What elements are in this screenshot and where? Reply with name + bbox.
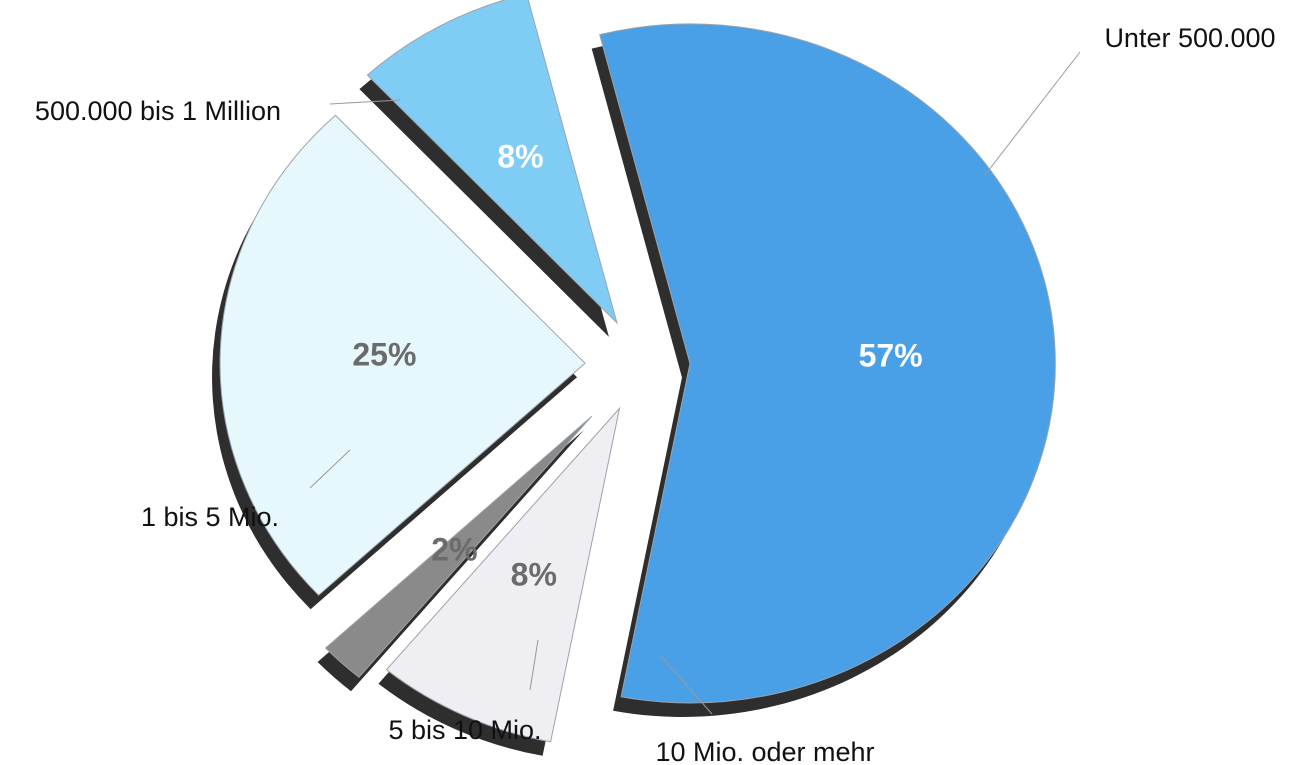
- value-label-1-bis-5-mio: 25%: [352, 337, 416, 373]
- leader-line-5-bis-10-mio: [529, 639, 539, 691]
- category-label-500-000-bis-1-million: 500.000 bis 1 Million: [35, 96, 281, 126]
- value-labels: 57% 8% 2% 25% 8%: [352, 139, 922, 593]
- pie-slice-500-000-bis-1-million: [366, 0, 618, 325]
- pie-slice-1-bis-5-mio: [219, 114, 586, 596]
- value-label-unter-500-000: 57%: [859, 337, 923, 373]
- pie-slice-5-bis-10-mio: [324, 415, 593, 678]
- pie-slices: [219, 0, 1056, 743]
- pie-slice-10-mio-oder-mehr: [385, 406, 621, 743]
- leader-line-500-000-bis-1-million: [329, 99, 401, 105]
- category-labels: Unter 500.000 10 Mio. oder mehr 5 bis 10 M…: [35, 23, 1276, 765]
- category-label-10-mio-oder-mehr: 10 Mio. oder mehr: [655, 737, 874, 765]
- value-label-10-mio-oder-mehr: 8%: [511, 557, 557, 593]
- category-label-1-bis-5-mio: 1 bis 5 Mio.: [141, 502, 279, 532]
- leader-lines: [309, 51, 1081, 715]
- category-label-5-bis-10-mio: 5 bis 10 Mio.: [388, 715, 541, 745]
- value-label-5-bis-10-mio: 2%: [431, 531, 477, 567]
- category-label-unter-500-000: Unter 500.000: [1104, 23, 1275, 53]
- value-label-500-000-bis-1-million: 8%: [497, 139, 543, 175]
- pie-slice-unter-500-000: [599, 23, 1056, 704]
- leader-line-1-bis-5-mio: [309, 449, 351, 489]
- leader-line-unter-500-000: [984, 51, 1081, 176]
- leader-line-10-mio-oder-mehr: [659, 654, 713, 715]
